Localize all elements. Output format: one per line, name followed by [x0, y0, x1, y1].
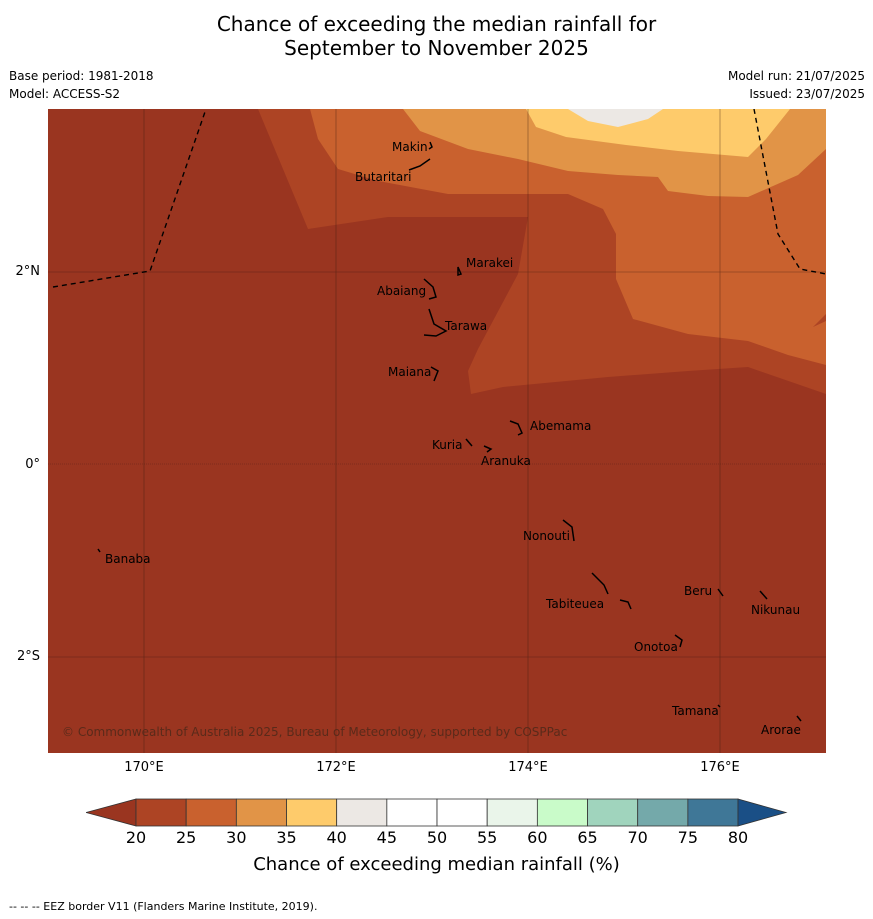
model-run: Model run: 21/07/2025	[727, 69, 865, 83]
lon-label-170e: 170°E	[124, 760, 164, 775]
colorbar-cell	[587, 798, 639, 827]
label-maiana: Maiana	[388, 365, 431, 379]
label-nonouti: Nonouti	[523, 529, 570, 543]
colorbar-tick-label: 70	[627, 828, 648, 847]
colorbar-cell	[637, 798, 689, 827]
label-kuria: Kuria	[432, 438, 463, 452]
lon-label-172e: 172°E	[316, 760, 356, 775]
colorbar-cell	[536, 798, 588, 827]
label-abemama: Abemama	[530, 419, 591, 433]
label-banaba: Banaba	[105, 552, 151, 566]
label-aranuka: Aranuka	[481, 454, 531, 468]
base-period: Base period: 1981-2018	[9, 69, 154, 83]
lat-label-0: 0°	[25, 457, 40, 472]
colorbar	[86, 798, 788, 827]
lat-label-2s: 2°S	[16, 649, 40, 664]
copyright-notice: © Commonwealth of Australia 2025, Bureau…	[62, 725, 567, 739]
eez-border	[52, 109, 826, 288]
colorbar-label: Chance of exceeding median rainfall (%)	[253, 854, 620, 875]
colorbar-under-arrow	[86, 798, 137, 827]
colorbar-tick-label: 50	[426, 828, 448, 847]
label-beru: Beru	[684, 584, 712, 598]
lat-label-2n: 2°N	[15, 264, 41, 279]
colorbar-cell	[486, 798, 538, 827]
label-tabiteuea: Tabiteuea	[545, 597, 604, 611]
colorbar-cell	[185, 798, 237, 827]
colorbar-tick-label: 25	[175, 828, 197, 847]
colorbar-tick-label: 30	[226, 828, 247, 847]
colorbar-tick-label: 65	[577, 828, 598, 847]
colorbar-tick-label: 80	[727, 828, 749, 847]
colorbar-tick-label: 20	[125, 828, 147, 847]
colorbar-cells	[135, 798, 739, 827]
title-line-2: September to November 2025	[284, 36, 589, 60]
island-labels: Makin Butaritari Marakei Abaiang Tarawa …	[105, 140, 801, 737]
colorbar-over-arrow	[737, 798, 788, 827]
lon-label-176e: 176°E	[700, 760, 740, 775]
label-abaiang: Abaiang	[377, 284, 426, 298]
label-marakei: Marakei	[466, 256, 513, 270]
colorbar-cell	[687, 798, 739, 827]
colorbar-cell	[286, 798, 338, 827]
colorbar-tick-label: 40	[326, 828, 347, 847]
rainfall-map: Makin Butaritari Marakei Abaiang Tarawa …	[48, 109, 826, 753]
map-title: Chance of exceeding the median rainfall …	[0, 12, 873, 60]
label-butaritari: Butaritari	[355, 170, 412, 184]
lon-label-174e: 174°E	[508, 760, 548, 775]
gridlines	[48, 109, 826, 753]
colorbar-cell	[336, 798, 388, 827]
label-arorae: Arorae	[761, 723, 801, 737]
meta-right: Model run: 21/07/2025 Issued: 23/07/2025	[728, 67, 865, 103]
label-nikunau: Nikunau	[751, 603, 800, 617]
title-line-1: Chance of exceeding the median rainfall …	[216, 12, 657, 36]
colorbar-cell	[436, 798, 488, 827]
meta-left: Base period: 1981-2018 Model: ACCESS-S2	[9, 67, 154, 103]
colorbar-tick-label: 45	[376, 828, 398, 847]
eez-footnote: -- -- -- EEZ border V11 (Flanders Marine…	[9, 900, 318, 913]
island-outlines	[97, 141, 802, 722]
label-tamana: Tamana	[671, 704, 719, 718]
colorbar-tick-label: 60	[527, 828, 548, 847]
issued-date: Issued: 23/07/2025	[749, 87, 865, 101]
colorbar-cell	[135, 798, 187, 827]
colorbar-tick-label: 55	[477, 828, 498, 847]
model-name: Model: ACCESS-S2	[9, 87, 121, 101]
label-tarawa: Tarawa	[444, 319, 487, 333]
colorbar-tick-label: 75	[677, 828, 699, 847]
label-onotoa: Onotoa	[634, 640, 678, 654]
map-canvas: Makin Butaritari Marakei Abaiang Tarawa …	[48, 109, 826, 753]
colorbar-cell	[235, 798, 287, 827]
colorbar-cell	[386, 798, 438, 827]
label-makin: Makin	[392, 140, 428, 154]
colorbar-tick-label: 35	[276, 828, 297, 847]
region-40-45	[568, 109, 663, 127]
